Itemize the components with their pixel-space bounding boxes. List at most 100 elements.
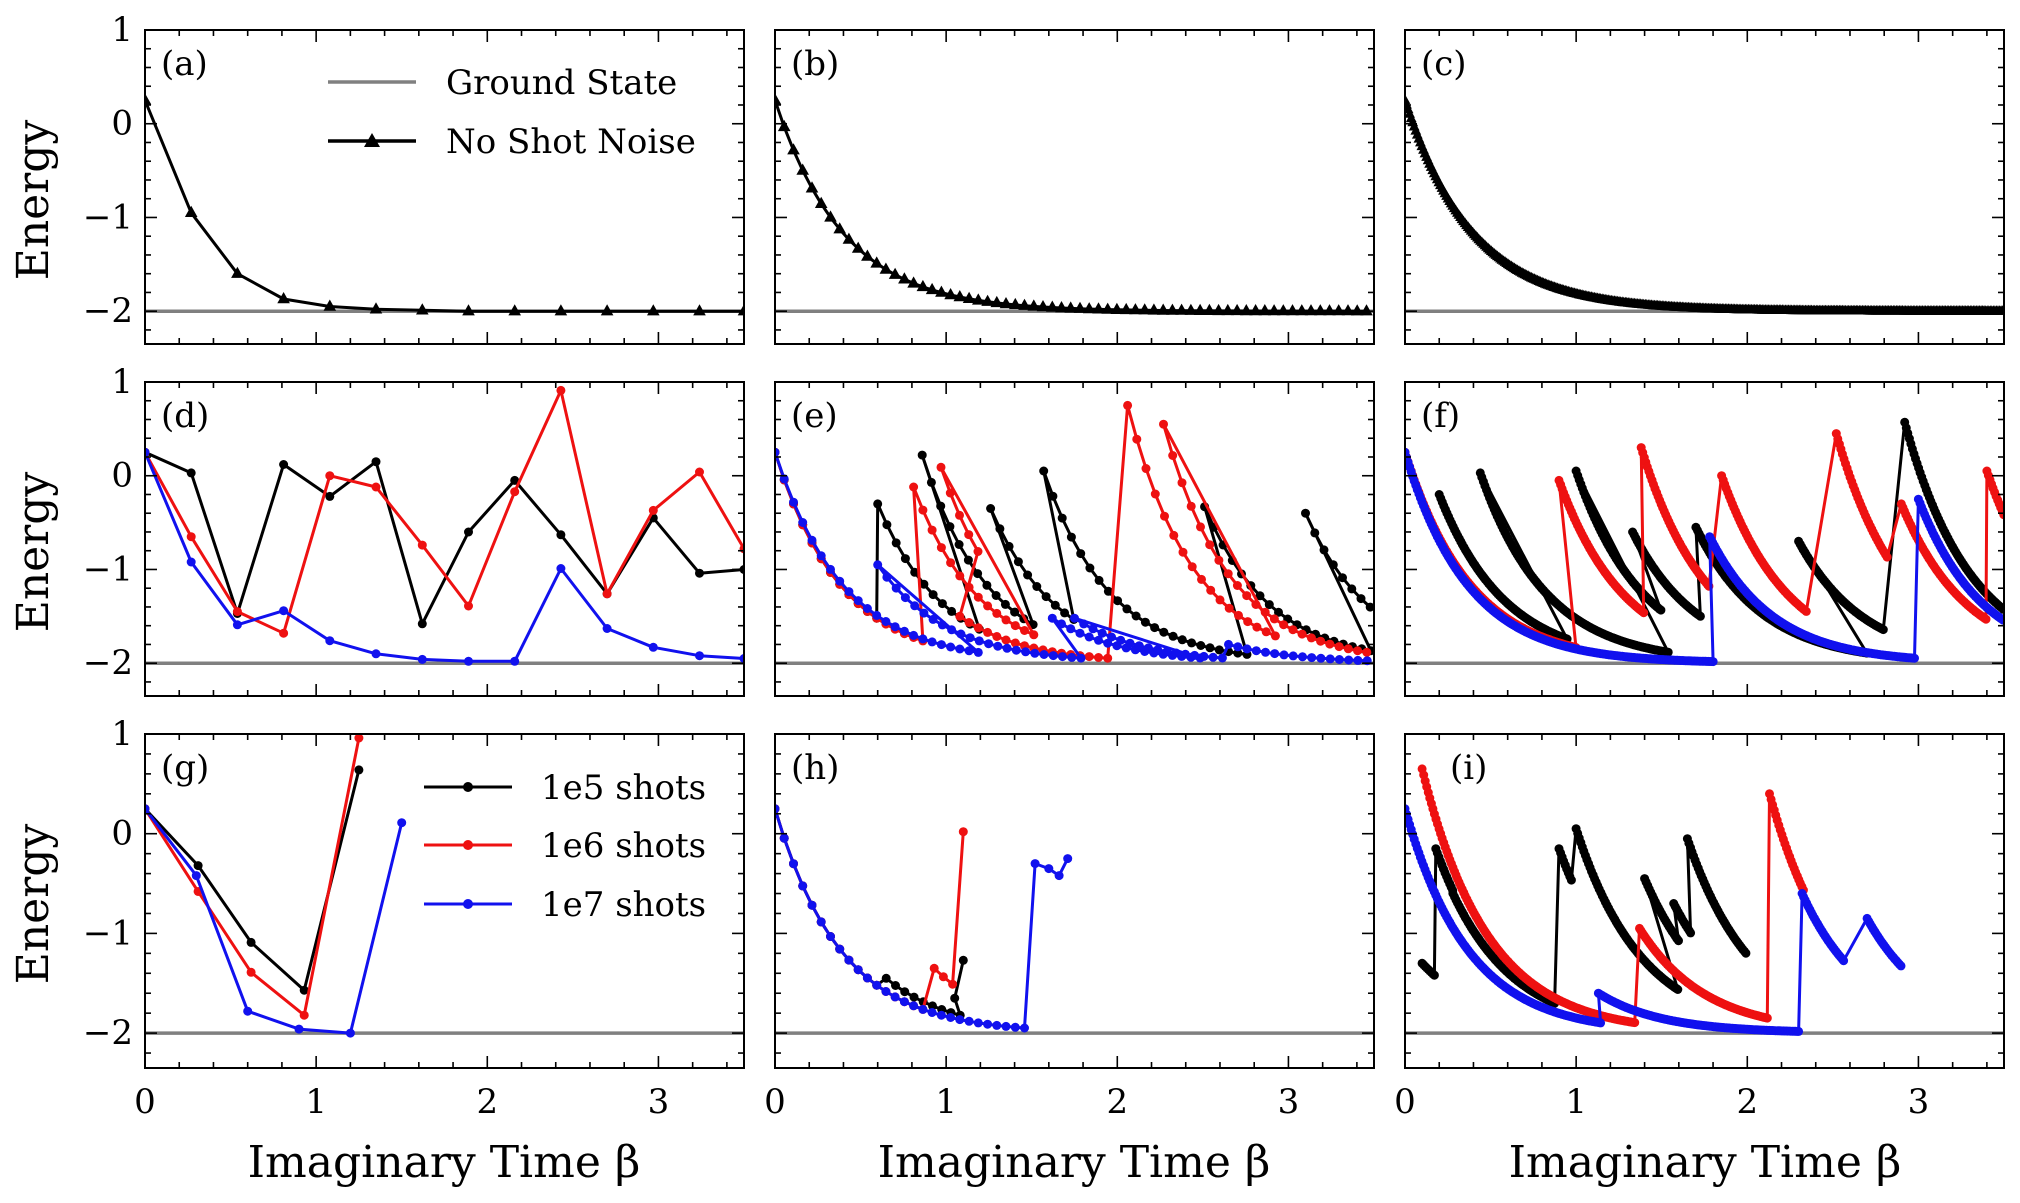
point-e-1e5-shots-91 xyxy=(1319,545,1329,555)
panel-g-plot xyxy=(145,734,407,1038)
point-b-no-shot-noise-50 xyxy=(1230,303,1244,316)
point-h-1e7-shots-17 xyxy=(927,1008,937,1017)
point-h-1e7-shots-4 xyxy=(807,900,817,910)
panel-f: (f) xyxy=(1404,381,2005,697)
panel-f-plot xyxy=(1405,417,2004,667)
point-e-1e7-shots-5 xyxy=(816,551,826,561)
point-e-1e6-shots-57 xyxy=(1160,511,1169,521)
point-e-1e5-shots-66 xyxy=(1214,645,1224,655)
point-d-1e5-shots-8 xyxy=(510,475,520,485)
point-e-1e5-shots-44 xyxy=(1050,600,1060,610)
point-e-1e7-shots-38 xyxy=(1011,645,1021,655)
xlabel-col-2: Imaginary Time β xyxy=(878,1137,1271,1188)
panel-frame-c xyxy=(1404,29,2005,345)
point-h-1e7-shots-23 xyxy=(983,1019,993,1029)
xtick-label-g-0: 0 xyxy=(134,1082,156,1122)
point-c-no-shot-noise-2 xyxy=(1405,103,1414,114)
point-d-1e5-shots-6 xyxy=(417,619,427,629)
series-line-a-no-shot-noise xyxy=(145,99,744,313)
point-e-1e7-shots-94 xyxy=(1353,655,1363,665)
point-e-1e6-shots-87 xyxy=(1316,636,1326,646)
point-h-1e7-shots-19 xyxy=(946,1013,956,1022)
point-b-no-shot-noise-61 xyxy=(1332,304,1345,316)
point-e-1e7-shots-69 xyxy=(1125,638,1135,648)
point-b-no-shot-noise-53 xyxy=(1258,304,1272,316)
point-e-1e5-shots-77 xyxy=(1264,600,1274,610)
ytick-label-a--2: −2 xyxy=(83,291,133,331)
ytick-label-d-1: 1 xyxy=(111,362,133,402)
panel-frame-f xyxy=(1404,381,2005,697)
point-b-no-shot-noise-32 xyxy=(1064,301,1077,313)
point-h-1e7-shots-26 xyxy=(1010,1022,1020,1032)
legend-1e7-marker xyxy=(463,899,473,909)
panel-g-ticks xyxy=(144,733,744,1068)
ytick-label-d--1: −1 xyxy=(83,549,133,589)
point-e-1e6-shots-35 xyxy=(973,547,983,556)
point-e-1e5-shots-26 xyxy=(936,501,946,511)
point-d-1e5-shots-4 xyxy=(325,491,335,501)
point-e-1e6-shots-33 xyxy=(955,510,964,520)
ylabel-row-1: Energy xyxy=(8,120,59,281)
point-e-1e7-shots-11 xyxy=(872,610,882,620)
point-e-1e5-shots-43 xyxy=(1041,592,1051,602)
point-e-1e5-shots-78 xyxy=(1274,607,1283,617)
ytick-label-g--2: −2 xyxy=(83,1013,133,1053)
point-e-1e7-shots-89 xyxy=(1307,653,1317,663)
point-h-1e7-shots-24 xyxy=(992,1020,1002,1030)
point-a-no-shot-noise-0 xyxy=(145,93,152,105)
panel-i-plot xyxy=(1405,764,1906,1036)
point-b-no-shot-noise-1 xyxy=(777,119,791,132)
point-e-1e6-shots-59 xyxy=(1178,547,1188,557)
point-e-1e6-shots-85 xyxy=(1297,629,1307,639)
point-h-1e5-shots-13 xyxy=(891,981,900,990)
point-b-no-shot-noise-48 xyxy=(1212,303,1225,316)
legend-1e7-label: 1e7 shots xyxy=(541,885,706,925)
point-e-1e7-shots-29 xyxy=(928,614,938,624)
point-e-1e7-shots-68 xyxy=(1116,635,1126,645)
point-b-no-shot-noise-49 xyxy=(1221,303,1235,316)
point-e-1e7-shots-4 xyxy=(807,535,817,545)
point-e-1e6-shots-84 xyxy=(1288,625,1298,635)
point-e-1e7-shots-86 xyxy=(1279,650,1289,660)
legend-no-shot-noise-label: No Shot Noise xyxy=(446,122,696,162)
point-e-1e7-shots-42 xyxy=(1048,651,1058,661)
point-e-1e5-shots-49 xyxy=(1057,513,1067,523)
point-e-1e5-shots-60 xyxy=(1159,627,1169,637)
point-d-1e7-shots-3 xyxy=(279,606,289,616)
panel-b: (b) xyxy=(774,29,1375,345)
point-e-1e7-shots-33 xyxy=(965,633,975,643)
point-b-no-shot-noise-28 xyxy=(1027,299,1041,311)
point-b-no-shot-noise-47 xyxy=(1203,303,1216,315)
point-d-1e6-shots-8 xyxy=(510,487,520,497)
point-b-no-shot-noise-46 xyxy=(1193,303,1207,315)
point-d-1e7-shots-9 xyxy=(556,564,566,573)
point-b-no-shot-noise-58 xyxy=(1304,304,1318,316)
point-e-1e5-shots-16 xyxy=(910,567,920,577)
point-e-1e5-shots-52 xyxy=(1085,563,1095,573)
point-e-1e7-shots-90 xyxy=(1316,653,1326,663)
point-d-1e7-shots-0 xyxy=(145,447,150,457)
point-e-1e5-shots-20 xyxy=(947,606,957,616)
point-e-1e5-shots-53 xyxy=(1094,575,1104,585)
point-e-1e7-shots-74 xyxy=(1171,648,1181,658)
point-e-1e6-shots-91 xyxy=(1353,646,1363,656)
xtick-label-h-2: 2 xyxy=(1106,1082,1128,1122)
xtick-label-i-0: 0 xyxy=(1394,1082,1416,1122)
point-e-1e5-shots-29 xyxy=(963,555,973,565)
point-e-1e7-shots-82 xyxy=(1242,644,1252,654)
point-e-1e5-shots-95 xyxy=(1356,594,1366,604)
point-e-1e5-shots-13 xyxy=(882,520,892,530)
point-e-1e5-shots-57 xyxy=(1131,611,1141,621)
ytick-label-g--1: −1 xyxy=(83,913,133,953)
point-e-1e6-shots-69 xyxy=(1270,631,1280,641)
point-e-1e5-shots-68 xyxy=(1233,648,1243,658)
point-e-1e5-shots-24 xyxy=(917,450,927,460)
point-d-1e7-shots-1 xyxy=(186,557,196,567)
point-e-1e6-shots-75 xyxy=(1205,540,1215,550)
point-e-1e6-shots-23 xyxy=(964,582,974,592)
point-e-1e6-shots-31 xyxy=(936,462,946,472)
point-e-1e5-shots-33 xyxy=(1000,599,1010,609)
point-e-1e6-shots-36 xyxy=(955,611,965,621)
point-f-1e5-shots-206 xyxy=(1663,647,1673,657)
